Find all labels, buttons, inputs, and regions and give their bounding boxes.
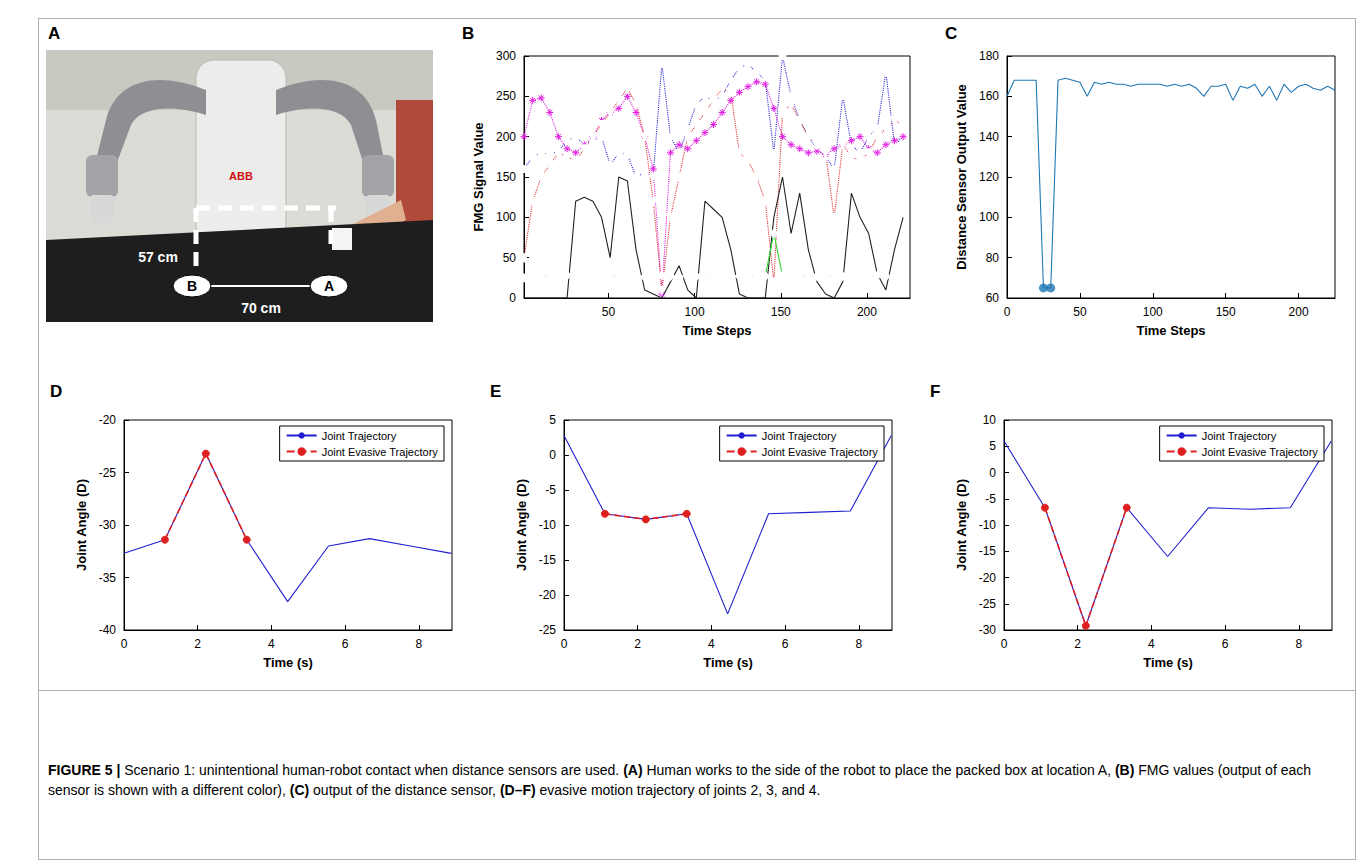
svg-text:150: 150	[771, 305, 791, 319]
html-text:FIGURE 5 | Scenario 1: uninten: FIGURE 5 | Scenario 1: unintentional hum…	[48, 762, 1311, 798]
svg-text:50: 50	[602, 305, 616, 319]
svg-text:A: A	[324, 278, 334, 294]
svg-text:-25: -25	[539, 623, 557, 637]
svg-text:-5: -5	[545, 483, 556, 497]
svg-text:-10: -10	[979, 518, 997, 532]
svg-text:180: 180	[979, 49, 999, 63]
svg-text:Joint Angle (D): Joint Angle (D)	[74, 479, 89, 571]
svg-text:250: 250	[496, 89, 516, 103]
svg-text:6: 6	[342, 637, 349, 651]
svg-text:Time (s): Time (s)	[703, 655, 753, 670]
svg-text:-25: -25	[979, 597, 997, 611]
svg-text:B: B	[187, 278, 197, 294]
svg-text:4: 4	[1148, 637, 1155, 651]
svg-text:-20: -20	[979, 571, 997, 585]
svg-text:100: 100	[1143, 305, 1163, 319]
svg-text:Joint Trajectory: Joint Trajectory	[322, 430, 397, 442]
svg-text:-25: -25	[99, 466, 117, 480]
html-text:C: C	[945, 24, 958, 43]
svg-text:0: 0	[509, 291, 516, 305]
svg-text:0: 0	[1001, 637, 1008, 651]
svg-text:0: 0	[1004, 305, 1011, 319]
svg-text:4: 4	[268, 637, 275, 651]
svg-text:200: 200	[496, 130, 516, 144]
svg-text:150: 150	[496, 170, 516, 184]
svg-text:200: 200	[1289, 305, 1309, 319]
svg-text:0: 0	[989, 466, 996, 480]
svg-text:70 cm: 70 cm	[241, 300, 281, 316]
svg-text:ABB: ABB	[229, 170, 253, 182]
svg-text:2: 2	[1074, 637, 1081, 651]
html-text:B: B	[462, 24, 475, 43]
svg-text:300: 300	[496, 49, 516, 63]
svg-text:10: 10	[983, 413, 997, 427]
svg-text:5: 5	[989, 439, 996, 453]
svg-text:Time Steps: Time Steps	[1136, 323, 1205, 338]
svg-text:100: 100	[685, 305, 705, 319]
svg-text:Joint Trajectory: Joint Trajectory	[1202, 430, 1277, 442]
svg-text:Time (s): Time (s)	[263, 655, 313, 670]
svg-text:5: 5	[549, 413, 556, 427]
svg-text:Time Steps: Time Steps	[682, 323, 751, 338]
svg-text:-20: -20	[539, 588, 557, 602]
svg-text:6: 6	[782, 637, 789, 651]
svg-text:Time (s): Time (s)	[1143, 655, 1193, 670]
html-text:E: E	[490, 382, 502, 401]
svg-text:4: 4	[708, 637, 715, 651]
svg-text:-35: -35	[99, 571, 117, 585]
svg-text:100: 100	[496, 210, 516, 224]
svg-text:6: 6	[1222, 637, 1229, 651]
svg-text:-5: -5	[985, 492, 996, 506]
svg-text:-15: -15	[979, 544, 997, 558]
svg-text:-40: -40	[99, 623, 117, 637]
svg-text:2: 2	[634, 637, 641, 651]
svg-text:160: 160	[979, 89, 999, 103]
svg-text:150: 150	[1216, 305, 1236, 319]
svg-text:-30: -30	[979, 623, 997, 637]
svg-text:140: 140	[979, 130, 999, 144]
svg-text:-20: -20	[99, 413, 117, 427]
svg-text:100: 100	[979, 210, 999, 224]
svg-text:0: 0	[561, 637, 568, 651]
svg-text:0: 0	[549, 448, 556, 462]
svg-text:-15: -15	[539, 553, 557, 567]
svg-text:0: 0	[121, 637, 128, 651]
svg-text:120: 120	[979, 170, 999, 184]
svg-text:57 cm: 57 cm	[138, 249, 178, 265]
svg-text:Joint Evasive Trajectory: Joint Evasive Trajectory	[762, 446, 879, 458]
html-text:A: A	[48, 24, 61, 43]
svg-text:8: 8	[415, 637, 422, 651]
svg-text:Joint Evasive Trajectory: Joint Evasive Trajectory	[322, 446, 439, 458]
svg-text:50: 50	[1073, 305, 1087, 319]
svg-text:50: 50	[503, 251, 517, 265]
svg-text:60: 60	[986, 291, 1000, 305]
html-text:D: D	[50, 382, 63, 401]
svg-text:8: 8	[1295, 637, 1302, 651]
svg-text:200: 200	[857, 305, 877, 319]
svg-text:-10: -10	[539, 518, 557, 532]
svg-text:Joint Trajectory: Joint Trajectory	[762, 430, 837, 442]
svg-text:FMG Signal Value: FMG Signal Value	[471, 122, 486, 231]
svg-text:8: 8	[855, 637, 862, 651]
svg-text:Distance Sensor Output Value: Distance Sensor Output Value	[954, 84, 969, 270]
html-text:F: F	[930, 382, 941, 401]
svg-text:2: 2	[194, 637, 201, 651]
svg-text:80: 80	[986, 251, 1000, 265]
svg-text:Joint Angle (D): Joint Angle (D)	[514, 479, 529, 571]
svg-text:Joint Evasive Trajectory: Joint Evasive Trajectory	[1202, 446, 1319, 458]
svg-text:Joint Angle (D): Joint Angle (D)	[954, 479, 969, 571]
svg-text:-30: -30	[99, 518, 117, 532]
